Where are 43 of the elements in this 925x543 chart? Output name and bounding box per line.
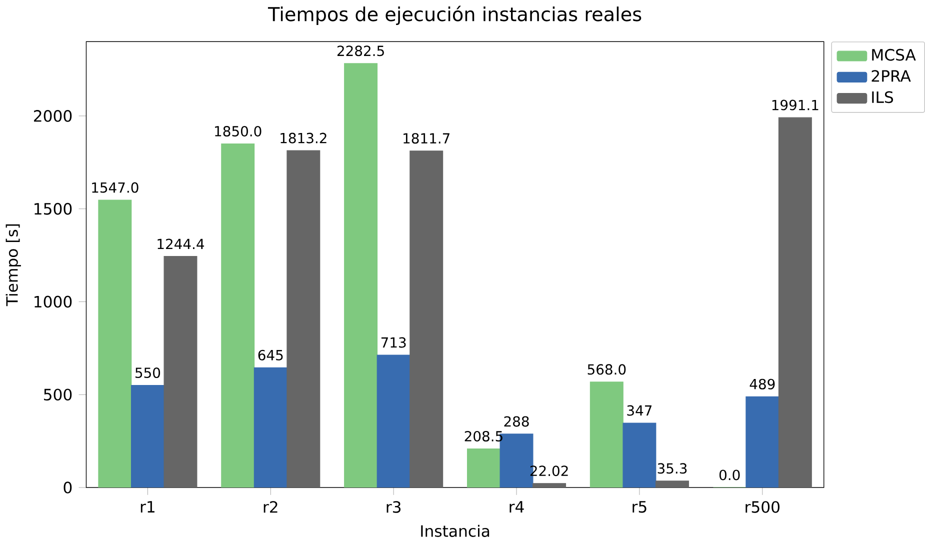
y-tick-label: 1000: [34, 296, 72, 308]
data-label: 1547.0: [92, 182, 138, 193]
legend-label: ILS: [872, 91, 894, 104]
chart-title: Tiempos de ejecución instancias reales: [268, 6, 642, 26]
y-tick-label: 500: [44, 388, 72, 401]
bar: [622, 422, 656, 488]
y-tick-label: 0: [64, 482, 72, 494]
y-tick-label: 1500: [34, 203, 72, 215]
legend-label: MCSA: [872, 49, 916, 61]
y-axis-title: Tiempo [s]: [6, 224, 21, 306]
bar: [590, 382, 624, 488]
data-label: 645: [258, 350, 283, 361]
data-label: 568.0: [588, 364, 626, 375]
data-label: 347: [627, 405, 652, 416]
data-label: 489: [750, 378, 775, 390]
data-label: 288: [504, 416, 529, 427]
data-label: 550: [135, 368, 160, 378]
data-label: 1811.7: [404, 133, 450, 144]
data-label: 1991.1: [772, 100, 818, 110]
bar: [130, 385, 164, 488]
bar: [221, 144, 255, 488]
x-tick-label: r2: [264, 501, 278, 513]
data-label: 0.0: [719, 470, 740, 480]
bar: [344, 63, 378, 488]
data-label: 713: [381, 337, 406, 348]
bar: [254, 367, 288, 488]
y-tick-label: 2000: [34, 110, 72, 122]
legend-label: 2PRA: [872, 70, 911, 82]
x-tick-label: r1: [140, 501, 154, 513]
data-label: 2282.5: [337, 46, 384, 56]
x-axis-title: Instancia: [421, 524, 490, 538]
x-tick-label: r5: [632, 501, 646, 513]
data-label: 1244.4: [158, 238, 204, 250]
bar: [466, 448, 500, 488]
x-tick-label: r3: [386, 501, 401, 514]
bar: [376, 354, 410, 488]
bar: [98, 200, 132, 488]
data-label: 1850.0: [215, 126, 262, 137]
x-tick-label: r4: [510, 501, 524, 513]
data-label: 1813.2: [280, 132, 326, 144]
x-tick-label: r500: [746, 501, 780, 514]
data-label: 35.3: [658, 463, 687, 474]
bar: [746, 396, 780, 488]
